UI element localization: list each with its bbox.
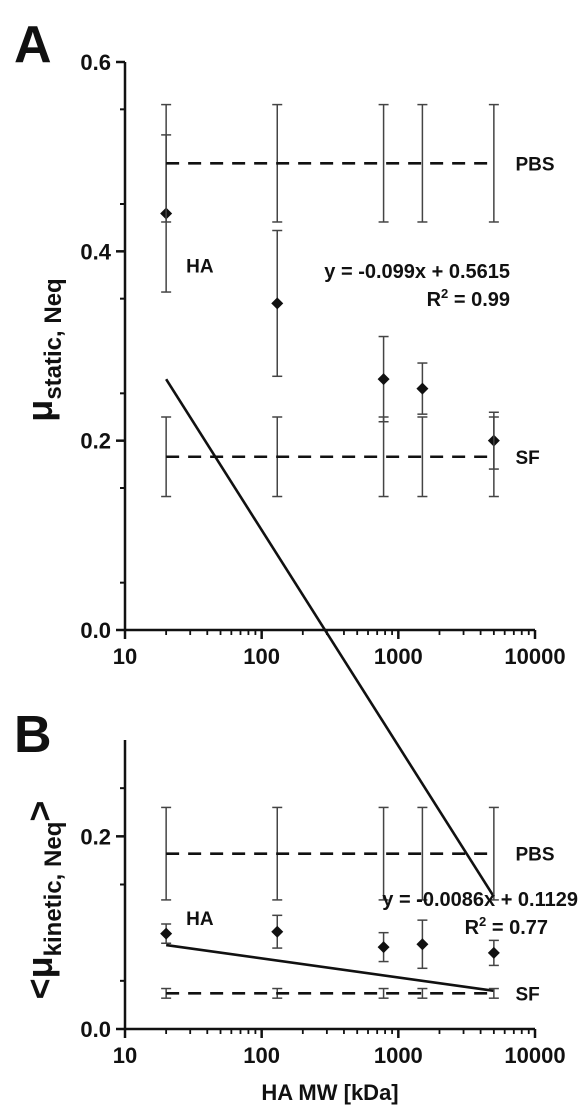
y-tick-label: 0.4 [80,239,111,264]
r-squared-value: = 0.77 [486,917,548,939]
x-tick-label: 10 [113,644,137,669]
x-tick-label: 1000 [374,1043,423,1068]
data-point-ha [160,927,173,940]
panel-letter: B [14,706,52,764]
fit-equation: y = -0.099x + 0.5615 [324,261,510,283]
panel-b: B 0.0 0.2 10 100 1000 10000 PBS SF HA y = -0.0086x… [14,706,578,1105]
y-axis-label-symbol: μ [19,400,60,422]
x-tick-label: 100 [243,644,280,669]
series-label-pbs: PBS [516,845,555,866]
panel-letter: A [14,16,52,74]
y-axis-label-prefix: < [19,978,60,999]
data-point-ha [416,382,429,395]
x-axis-label: HA MW [kDa] [261,1080,398,1105]
y-axis-label: μstatic, Neq [19,278,67,421]
data-point-ha [487,946,500,959]
r-squared-exponent: 2 [479,914,486,929]
series-label-sf: SF [516,448,540,469]
r-squared-symbol: R [465,917,480,939]
x-tick-label: 10 [113,1043,137,1068]
x-tick-label: 10000 [504,644,565,669]
r-squared-symbol: R [427,289,442,311]
series-label-pbs: PBS [516,154,555,175]
series-label-sf: SF [516,984,540,1005]
r-squared: R2 = 0.99 [427,286,510,311]
fit-line-ha [165,378,495,898]
fit-equation: y = -0.0086x + 0.1129 [382,889,578,911]
series-label-ha: HA [186,909,214,930]
y-axis-label-suffix: > [19,801,60,822]
data-point-ha [271,297,284,310]
y-axis-label-subscript: kinetic, Neq [40,822,67,957]
y-tick-label: 0.2 [80,429,111,454]
data-point-ha [416,938,429,951]
x-tick-label: 10000 [504,1043,565,1068]
x-tick-label: 100 [243,1043,280,1068]
r-squared-exponent: 2 [441,286,448,301]
r-squared-value: = 0.99 [448,289,510,311]
data-point-ha [271,925,284,938]
fit-line-ha [165,943,495,993]
data-point-ha [377,373,390,386]
panel-a: A 0.0 0.2 0.4 0.6 10 100 1000 10000 PBS SF HA y = -0… [14,16,566,898]
y-axis-label-symbol: μ [19,956,60,978]
y-axis-label-subscript: static, Neq [40,278,67,399]
series-label-ha: HA [186,257,214,278]
data-point-ha [377,941,390,954]
y-tick-label: 0.6 [80,50,111,75]
r-squared: R2 = 0.77 [465,914,548,939]
y-tick-label: 0.0 [80,618,111,643]
y-axis-label: <μkinetic, Neq> [19,801,67,1000]
x-tick-label: 1000 [374,644,423,669]
y-tick-label: 0.0 [80,1017,111,1042]
y-tick-label: 0.2 [80,824,111,849]
